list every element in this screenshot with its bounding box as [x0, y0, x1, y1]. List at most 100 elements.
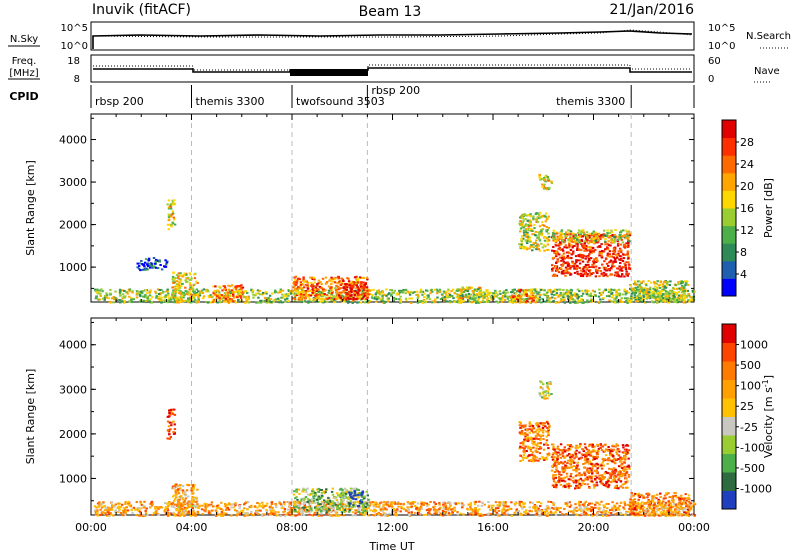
data-cell: [302, 300, 305, 303]
data-cell: [306, 281, 310, 284]
data-cell: [569, 295, 573, 298]
data-cell: [178, 498, 181, 501]
data-cell: [609, 260, 612, 263]
data-cell: [494, 295, 497, 298]
data-cell: [409, 506, 412, 509]
data-cell: [167, 301, 170, 303]
data-cell: [643, 287, 647, 290]
data-cell: [441, 514, 445, 517]
data-cell: [545, 508, 548, 511]
data-cell: [536, 297, 539, 300]
data-cell: [513, 299, 516, 302]
data-cell: [352, 289, 355, 292]
data-cell: [424, 301, 427, 304]
data-cell: [643, 291, 647, 294]
data-cell: [336, 285, 340, 288]
data-cell: [204, 506, 207, 509]
data-cell: [373, 510, 376, 512]
data-cell: [223, 292, 227, 295]
data-cell: [182, 291, 185, 294]
data-cell: [111, 504, 114, 507]
data-cell: [523, 234, 526, 237]
data-cell: [340, 281, 343, 283]
data-cell: [232, 296, 236, 299]
data-cell: [360, 282, 363, 285]
data-cell: [671, 511, 674, 514]
data-cell: [134, 508, 138, 511]
data-cell: [392, 501, 395, 504]
data-cell: [486, 291, 489, 293]
data-cell: [610, 296, 614, 299]
data-cell: [380, 514, 383, 517]
data-cell: [558, 253, 561, 256]
data-cell: [103, 297, 106, 300]
colorbar-segment: [722, 278, 736, 297]
data-cell: [569, 288, 573, 291]
data-cell: [614, 271, 617, 274]
data-cell: [599, 300, 602, 303]
data-cell: [339, 296, 342, 299]
data-cell: [536, 246, 539, 249]
data-cell: [552, 246, 555, 248]
data-cell: [138, 262, 141, 265]
data-cell: [359, 301, 363, 304]
data-cell: [307, 510, 310, 513]
data-cell: [619, 299, 622, 302]
data-cell: [583, 233, 586, 236]
data-cell: [533, 297, 537, 300]
data-cell: [283, 503, 286, 506]
data-cell: [511, 295, 515, 298]
data-cell: [392, 299, 395, 302]
data-cell: [555, 260, 558, 263]
data-cell: [241, 292, 244, 295]
data-cell: [142, 295, 145, 298]
data-cell: [252, 293, 255, 296]
data-cell: [157, 513, 161, 516]
data-cell: [345, 288, 348, 291]
data-cell: [556, 252, 560, 255]
data-cell: [571, 293, 574, 296]
data-cell: [566, 295, 569, 298]
data-cell: [301, 279, 305, 282]
data-cell: [580, 240, 584, 242]
data-cell: [108, 508, 112, 511]
data-cell: [684, 502, 687, 505]
data-cell: [647, 291, 651, 294]
data-cell: [362, 281, 365, 284]
data-cell: [428, 509, 431, 511]
data-cell: [239, 293, 242, 296]
data-cell: [603, 289, 606, 292]
data-cell: [286, 508, 290, 511]
data-cell: [220, 294, 224, 297]
data-cell: [625, 292, 628, 295]
data-cell: [532, 215, 535, 218]
data-cell: [534, 294, 538, 297]
data-cell: [118, 290, 122, 293]
data-cell: [309, 294, 313, 297]
data-cell: [508, 507, 512, 510]
data-cell: [589, 300, 592, 303]
data-cell: [612, 256, 615, 259]
data-cell: [634, 286, 637, 289]
data-cell: [177, 283, 180, 286]
data-cell: [228, 285, 232, 288]
data-cell: [371, 501, 374, 503]
data-cell: [629, 284, 632, 287]
data-cell: [541, 228, 545, 231]
data-cell: [446, 300, 449, 303]
data-cell: [233, 509, 237, 512]
data-cell: [212, 285, 215, 288]
data-cell: [583, 242, 587, 244]
data-cell: [670, 297, 673, 300]
data-cell: [532, 295, 536, 298]
data-cell: [635, 300, 638, 303]
data-cell: [582, 246, 585, 249]
data-cell: [350, 288, 353, 291]
data-cell: [501, 512, 504, 515]
data-cell: [524, 299, 527, 302]
data-cell: [356, 295, 359, 298]
data-cell: [580, 254, 584, 257]
data-cell: [594, 233, 597, 236]
data-cell: [619, 300, 622, 303]
data-cell: [383, 301, 386, 304]
